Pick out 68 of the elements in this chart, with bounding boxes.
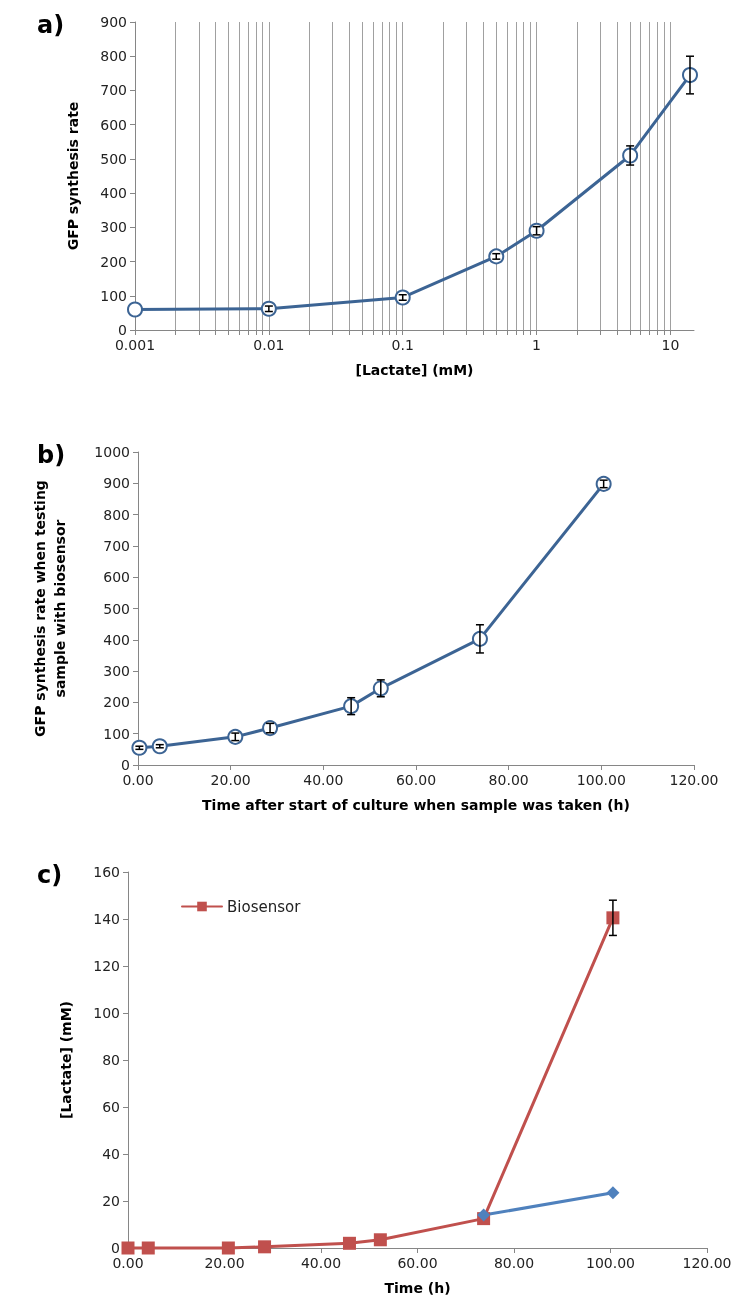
x-tick-label: 100.00 [586, 1255, 635, 1271]
point [477, 1208, 491, 1222]
y-tick-label: 140 [93, 911, 120, 927]
y-tick-label: 80 [102, 1052, 120, 1068]
y-tick-label: 400 [103, 631, 130, 648]
x-tick-label: 0.00 [122, 772, 154, 788]
y-tick-label: 600 [103, 569, 130, 586]
x-tick-label: 60.00 [397, 1255, 438, 1271]
y-tick-label: 0 [118, 322, 127, 338]
y-axis-title: GFP synthesis rate [65, 101, 81, 251]
y-tick-label: 60 [102, 1099, 120, 1115]
point [121, 1241, 135, 1255]
y-tick-label: 900 [103, 475, 130, 492]
y-tick-label: 120 [93, 958, 120, 974]
point [373, 1233, 387, 1247]
point [258, 1240, 272, 1254]
y-tick-label: 900 [100, 14, 127, 30]
y-tick-label: 700 [103, 537, 130, 554]
point [221, 1241, 235, 1255]
y-tick-label: 100 [93, 1005, 120, 1021]
x-tick-label: 10 [661, 337, 680, 353]
chart-title: a) [37, 11, 65, 39]
y-tick-label: 400 [100, 185, 127, 202]
x-tick-label: 80.00 [493, 1255, 535, 1271]
y-tick-label: 700 [100, 82, 127, 99]
y-tick-label: 0 [111, 1240, 120, 1256]
legend-label: Biosensor [227, 897, 302, 916]
y-tick-label: 800 [100, 48, 127, 65]
y-tick-label: 600 [100, 116, 127, 133]
chart-title: b) [37, 441, 66, 469]
y-tick-label: 100 [103, 725, 130, 742]
y-tick-label: 800 [103, 506, 130, 523]
x-tick-label: 80.00 [488, 772, 529, 788]
x-tick-label: 20.00 [204, 1255, 245, 1271]
chart-title: c) [37, 861, 63, 889]
x-axis-title: [Lactate] (mM) [355, 362, 474, 378]
x-tick-label: 0.1 [391, 337, 414, 353]
y-axis-title: GFP synthesis rate when testing sample with biosensor [32, 480, 68, 737]
x-tick-label: 100.00 [576, 772, 626, 788]
x-tick-label: 20.00 [210, 772, 251, 788]
y-tick-label: 300 [100, 219, 127, 236]
x-tick-label: 0.001 [114, 337, 156, 353]
x-tick-label: 0.00 [112, 1255, 144, 1271]
x-tick-label: 40.00 [300, 1255, 342, 1271]
y-tick-label: 200 [103, 694, 130, 711]
x-tick-label: 0.01 [253, 337, 285, 353]
point [141, 1241, 155, 1255]
y-tick-label: 100 [100, 287, 127, 304]
x-tick-label: 120.00 [682, 1255, 732, 1271]
y-tick-label: 160 [93, 864, 120, 880]
y-tick-label: 40 [102, 1146, 120, 1162]
y-tick-label: 300 [103, 663, 130, 680]
point [342, 1236, 356, 1250]
x-axis-title: Time (h) [384, 1280, 451, 1296]
y-tick-label: 1000 [94, 444, 130, 460]
point [606, 1186, 620, 1200]
point [131, 739, 148, 756]
y-tick-label: 500 [103, 600, 130, 617]
y-tick-label: 20 [102, 1193, 120, 1209]
y-axis-title: [Lactate] (mM) [58, 1001, 74, 1119]
y-tick-label: 0 [121, 757, 130, 773]
y-tick-label: 500 [100, 150, 127, 167]
x-tick-label: 120.00 [669, 772, 719, 788]
x-tick-label: 1 [532, 337, 542, 353]
x-tick-label: 60.00 [395, 772, 437, 788]
x-axis-title: Time after start of culture when sample was taken (h) [202, 797, 630, 813]
x-tick-label: 40.00 [303, 772, 344, 788]
y-tick-label: 200 [100, 253, 127, 270]
